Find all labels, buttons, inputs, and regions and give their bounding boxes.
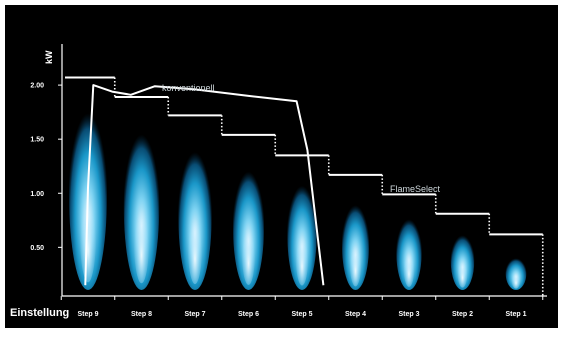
x-category-label: Step 7 [184,311,205,318]
flame-2 [123,122,160,291]
legend-flameselect: FlameSelect [390,184,441,194]
flame-4 [232,162,265,290]
x-category-label: Step 9 [77,311,98,318]
flame-5 [287,177,317,290]
flame-9 [505,255,527,290]
y-tick-label: 1.50 [30,137,44,144]
y-tick-label: 2.00 [30,83,44,90]
series-konventionell [84,84,325,286]
flame-7 [396,214,422,290]
x-category-label: Step 2 [452,311,473,318]
flame-3 [178,141,212,290]
y-axis-title: kW [44,50,54,64]
flames-layer [69,100,527,291]
flame-6 [341,198,370,290]
y-tick-label: 0.50 [30,245,44,252]
x-category-label: Step 4 [345,311,366,318]
flame-8 [450,231,475,290]
x-category-label: Step 8 [131,311,152,318]
x-ticks: Step 9 Step 8 Step 7 Step 6 Step 5 Step 4 Step… [60,296,544,318]
x-category-label: Step 1 [505,311,526,318]
konventionell-line [84,84,325,286]
x-category-label: Step 3 [398,311,419,318]
y-tick-label: 1.00 [30,191,44,198]
x-category-label: Step 5 [291,311,312,318]
series-flameselect [65,76,544,296]
legend-konventionell: konventionell [162,83,215,93]
x-axis-title: Einstellung [10,307,69,319]
y-ticks: 0.50 1.00 1.50 2.00 [30,83,62,252]
x-category-label: Step 6 [238,311,259,318]
